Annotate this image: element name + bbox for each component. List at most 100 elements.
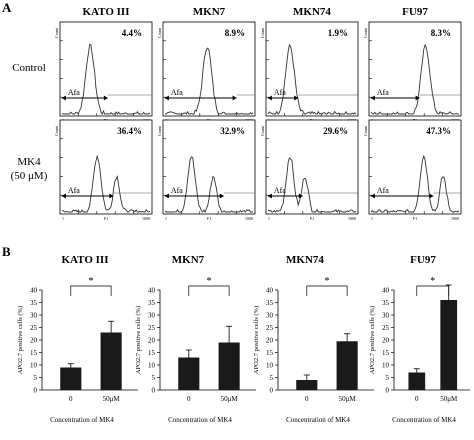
y-tick-label: 30: [30, 312, 38, 320]
histogram-frame: [265, 21, 359, 117]
row-label-dose: (50 μM): [10, 170, 48, 182]
histogram-frame: [59, 21, 153, 117]
y-tick-label: 5: [270, 374, 274, 382]
histogram-x-tick-label: 1: [268, 216, 270, 221]
x-tick-label: 50μM: [339, 395, 357, 403]
histogram-y-label: Count: [157, 125, 162, 136]
x-axis-label: Concentration of MK4: [286, 416, 350, 424]
panel-b-title-kato: KATO III: [61, 254, 109, 266]
y-tick-label: 0: [386, 387, 390, 395]
histogram-y-label: Count: [363, 125, 368, 136]
significance-bracket: [188, 285, 230, 296]
positive-percentage: 36.4%: [117, 126, 142, 136]
y-tick-label: 0: [152, 387, 156, 395]
gate-arrowhead: [294, 95, 299, 101]
histogram-frame: [265, 119, 359, 215]
row-label-control: Control: [12, 62, 46, 74]
y-tick-label: 10: [266, 362, 274, 370]
histogram-curve: [61, 154, 151, 213]
panel-a-title-mkn74: MKN74: [293, 6, 331, 18]
positive-percentage: 29.6%: [323, 126, 348, 136]
gate-label: Afa: [68, 186, 80, 195]
bar-1: [218, 342, 240, 390]
positive-percentage: 47.3%: [426, 126, 451, 136]
bar-chart-1: 0 5 10 15 20 25 30 35 40 APO2.7 positive cells (%…: [135, 276, 256, 424]
y-tick-label: 35: [30, 299, 38, 307]
gate-arrowhead: [232, 95, 237, 101]
histogram-y-label: Count: [54, 27, 59, 38]
gate-arrowhead: [429, 193, 434, 199]
x-tick-label: 50μM: [103, 395, 121, 403]
x-axis-label: Concentration of MK4: [168, 416, 232, 424]
bar-chart-3: 0 5 10 15 20 25 30 35 40 APO2.7 positive cells (%…: [369, 276, 470, 424]
gate-arrowhead: [164, 193, 169, 199]
x-tick-label: 0: [305, 395, 309, 403]
y-tick-label: 35: [382, 299, 390, 307]
histogram-x-tick-label: 1000: [245, 216, 253, 221]
histogram-y-label: Count: [54, 125, 59, 136]
y-tick-label: 20: [148, 337, 156, 345]
histogram-x-tick-label: 1000: [142, 216, 150, 221]
bar-chart-2: 0 5 10 15 20 25 30 35 40 APO2.7 positive cells (%…: [253, 276, 374, 424]
significance-mark: *: [324, 276, 329, 287]
panel-a-letter: A: [2, 0, 12, 15]
gate-label: Afa: [377, 186, 389, 195]
bar-1: [100, 332, 122, 390]
gate-label: Afa: [274, 88, 286, 97]
histogram-frame: [368, 119, 462, 215]
x-tick-label: 0: [415, 395, 419, 403]
histogram-curve: [165, 47, 254, 115]
histogram-curve: [61, 43, 151, 116]
significance-mark: *: [430, 276, 435, 287]
bar-0: [296, 380, 318, 390]
treatment-histogram-2: 1 1000 F1 Count Afa 29.6%: [260, 119, 359, 221]
histogram-x-tick-label: 1000: [451, 216, 459, 221]
y-tick-label: 20: [382, 337, 390, 345]
gate-arrowhead: [109, 193, 114, 199]
treatment-histogram-0: 1 1000 F1 Count Afa 36.4%: [54, 119, 153, 221]
significance-mark: *: [88, 276, 93, 287]
gate-arrowhead: [164, 95, 169, 101]
y-tick-label: 35: [148, 299, 156, 307]
y-tick-label: 10: [148, 362, 156, 370]
gate-arrowhead: [103, 95, 108, 101]
y-tick-label: 5: [386, 374, 390, 382]
significance-bracket: [70, 285, 112, 296]
gate-arrowhead: [267, 95, 272, 101]
histogram-x-tick-label: 1: [165, 216, 167, 221]
histogram-x-label: F1: [310, 216, 314, 221]
y-tick-label: 10: [382, 362, 390, 370]
histogram-x-label: F1: [413, 216, 417, 221]
histogram-curve: [267, 43, 357, 115]
y-axis-label: APO2.7 positive cells (%): [369, 306, 376, 374]
gate-label: Afa: [171, 186, 183, 195]
bar-1: [336, 341, 358, 390]
y-tick-label: 5: [34, 374, 38, 382]
bar-0: [408, 372, 426, 390]
y-tick-label: 25: [148, 324, 156, 332]
y-tick-label: 30: [148, 312, 156, 320]
gate-arrowhead: [370, 193, 375, 199]
bar-0: [178, 357, 200, 390]
y-tick-label: 20: [30, 337, 38, 345]
significance-mark: *: [206, 276, 211, 287]
control-histogram-2: 11000F1CountAfa1.9%: [260, 21, 359, 123]
x-tick-label: 50μM: [440, 395, 458, 403]
gate-arrowhead: [219, 193, 224, 199]
bar-0: [60, 367, 82, 390]
positive-percentage: 1.9%: [328, 28, 348, 38]
y-tick-label: 15: [382, 349, 390, 357]
y-tick-label: 25: [382, 324, 390, 332]
histogram-curve: [370, 154, 460, 213]
y-tick-label: 15: [148, 349, 156, 357]
x-axis-label: Concentration of MK4: [50, 416, 114, 424]
bar-chart-0: 0 5 10 15 20 25 30 35 40 APO2.7 positive cells (%…: [17, 276, 138, 424]
gate-arrowhead: [370, 95, 375, 101]
histogram-x-tick-label: 1000: [348, 216, 356, 221]
y-tick-label: 10: [30, 362, 38, 370]
significance-bracket: [416, 285, 450, 296]
y-tick-label: 40: [266, 287, 274, 295]
gate-label: Afa: [171, 88, 183, 97]
treatment-histogram-1: 1 1000 F1 Count Afa 32.9%: [157, 119, 256, 221]
y-tick-label: 25: [30, 324, 38, 332]
